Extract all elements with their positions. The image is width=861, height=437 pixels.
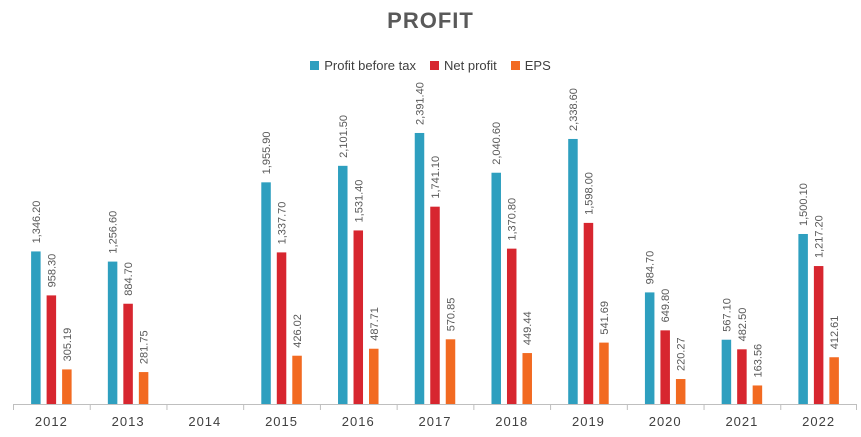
bar-net-profit-2019 [583, 222, 594, 404]
data-label-eps-2013: 281.75 [139, 330, 151, 364]
bar-profit-before-tax-2020 [644, 292, 655, 404]
bar-profit-before-tax-2016 [338, 165, 348, 404]
data-label-eps-2018: 449.44 [522, 311, 534, 345]
data-label-net-profit-2013: 884.70 [123, 262, 135, 296]
data-label-eps-2021: 163.56 [752, 344, 764, 378]
x-tick-label-2014: 2014 [188, 414, 221, 429]
data-label-eps-2012: 305.19 [62, 328, 74, 362]
bar-eps-2016 [369, 348, 379, 404]
bar-eps-2020 [675, 379, 686, 404]
bar-eps-2018 [522, 353, 532, 404]
data-label-net-profit-2017: 1,741.10 [430, 156, 442, 199]
bar-profit-before-tax-2018 [491, 172, 501, 404]
legend-swatch-net-profit [430, 61, 439, 70]
data-label-profit-before-tax-2018: 2,040.60 [491, 122, 503, 165]
chart-title: PROFIT [387, 8, 474, 33]
legend-item-net-profit[interactable]: Net profit [430, 58, 497, 73]
data-label-eps-2015: 426.02 [292, 314, 304, 348]
legend-item-profit-before-tax[interactable]: Profit before tax [310, 58, 416, 73]
bar-eps-2022 [829, 357, 839, 404]
data-label-profit-before-tax-2012: 1,346.20 [31, 201, 43, 244]
data-label-profit-before-tax-2017: 2,391.40 [415, 82, 427, 125]
data-label-profit-before-tax-2019: 2,338.60 [568, 88, 580, 131]
bar-profit-before-tax-2015 [261, 182, 271, 404]
data-label-profit-before-tax-2015: 1,955.90 [261, 132, 273, 175]
data-label-eps-2016: 487.71 [369, 307, 381, 341]
legend: Profit before tax Net profit EPS [0, 58, 861, 73]
legend-label-profit-before-tax: Profit before tax [324, 58, 416, 73]
x-tick-label-2022: 2022 [802, 414, 835, 429]
data-label-profit-before-tax-2020: 984.70 [645, 251, 657, 285]
data-label-net-profit-2016: 1,531.40 [353, 180, 365, 223]
x-tick-label-2020: 2020 [649, 414, 682, 429]
bar-eps-2017 [445, 339, 456, 404]
bar-eps-2013 [138, 372, 149, 404]
x-tick-label-2012: 2012 [35, 414, 68, 429]
legend-swatch-profit-before-tax [310, 61, 320, 70]
x-tick-label-2017: 2017 [419, 414, 452, 429]
data-label-net-profit-2012: 958.30 [46, 254, 58, 288]
data-label-eps-2017: 570.85 [446, 298, 458, 332]
legend-swatch-eps [510, 61, 520, 70]
data-label-eps-2022: 412.61 [829, 316, 841, 350]
x-tick-label-2018: 2018 [495, 414, 528, 429]
x-tick-label-2021: 2021 [725, 414, 758, 429]
bar-net-profit-2018 [506, 248, 517, 404]
bar-net-profit-2021 [737, 349, 747, 404]
data-label-net-profit-2015: 1,337.70 [277, 202, 289, 245]
bar-profit-before-tax-2013 [107, 261, 118, 404]
bar-net-profit-2015 [276, 252, 287, 404]
x-tick-label-2016: 2016 [342, 414, 375, 429]
bar-net-profit-2017 [430, 206, 440, 404]
bar-profit-before-tax-2017 [414, 132, 425, 404]
bar-eps-2015 [292, 355, 302, 404]
data-label-eps-2020: 220.27 [676, 337, 688, 371]
bar-net-profit-2016 [353, 230, 364, 404]
bar-eps-2012 [62, 369, 72, 404]
bar-eps-2021 [752, 385, 763, 404]
data-label-profit-before-tax-2013: 1,256.60 [108, 211, 120, 254]
data-label-profit-before-tax-2016: 2,101.50 [338, 115, 350, 158]
bar-profit-before-tax-2019 [568, 138, 578, 404]
bar-eps-2019 [599, 342, 609, 404]
bar-net-profit-2012 [46, 295, 57, 404]
data-label-net-profit-2022: 1,217.20 [814, 215, 826, 258]
bar-profit-before-tax-2012 [31, 251, 41, 404]
data-label-eps-2019: 541.69 [599, 301, 611, 335]
data-label-profit-before-tax-2021: 567.10 [721, 298, 733, 332]
legend-item-eps[interactable]: EPS [510, 58, 551, 73]
data-label-net-profit-2018: 1,370.80 [507, 198, 519, 241]
data-label-net-profit-2021: 482.50 [737, 308, 749, 342]
x-tick-label-2013: 2013 [112, 414, 145, 429]
x-tick-label-2019: 2019 [572, 414, 605, 429]
bar-profit-before-tax-2022 [798, 233, 808, 404]
data-label-net-profit-2019: 1,598.00 [583, 172, 595, 215]
legend-label-net-profit: Net profit [444, 58, 497, 73]
data-label-net-profit-2020: 649.80 [660, 289, 672, 323]
x-tick-label-2015: 2015 [265, 414, 298, 429]
bar-net-profit-2022 [813, 266, 824, 404]
legend-label-eps: EPS [524, 58, 551, 73]
bar-profit-before-tax-2021 [721, 339, 732, 404]
bar-net-profit-2013 [123, 303, 133, 404]
bar-net-profit-2020 [660, 330, 670, 404]
data-label-profit-before-tax-2022: 1,500.10 [798, 183, 810, 226]
